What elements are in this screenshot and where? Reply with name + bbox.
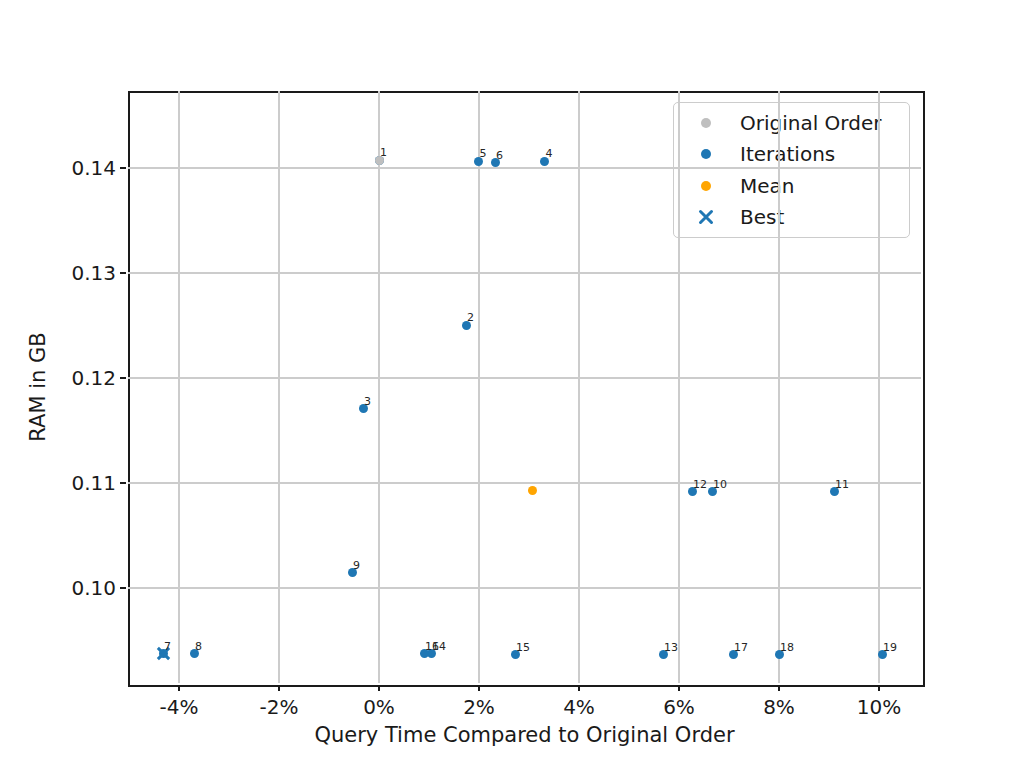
y-tick-label: 0.13 xyxy=(54,261,116,285)
x-tick-label: 0% xyxy=(339,695,419,719)
point-label-4: 4 xyxy=(546,148,553,159)
x-tick-label: 6% xyxy=(639,695,719,719)
point-label-7: 7 xyxy=(164,641,171,652)
point-label-2: 2 xyxy=(467,312,474,323)
data-point-mean xyxy=(528,486,537,495)
legend-label-iterations: Iterations xyxy=(740,142,835,166)
point-label-3: 3 xyxy=(364,396,371,407)
point-label-17: 17 xyxy=(734,642,748,653)
point-label-18: 18 xyxy=(780,642,794,653)
x-tick-label: -4% xyxy=(139,695,219,719)
x-tick-label: 10% xyxy=(839,695,919,719)
point-label-19: 19 xyxy=(883,642,897,653)
x-tick-mark xyxy=(378,685,380,691)
y-axis-label: RAM in GB xyxy=(26,332,50,441)
point-label-9: 9 xyxy=(353,560,360,571)
x-tick-mark xyxy=(678,685,680,691)
grid-line-vertical xyxy=(678,91,680,683)
x-tick-label: 8% xyxy=(739,695,819,719)
grid-line-vertical xyxy=(278,91,280,683)
point-label-13: 13 xyxy=(664,642,678,653)
y-tick-label: 0.10 xyxy=(54,576,116,600)
x-tick-label: -2% xyxy=(239,695,319,719)
y-tick-mark xyxy=(120,587,126,589)
grid-line-vertical xyxy=(578,91,580,683)
x-tick-mark xyxy=(178,685,180,691)
x-tick-mark xyxy=(878,685,880,691)
legend: Original Order Iterations Mean Best xyxy=(673,102,910,238)
legend-entry-iterations: Iterations xyxy=(674,139,909,170)
point-label-10: 10 xyxy=(713,479,727,490)
y-tick-label: 0.14 xyxy=(54,156,116,180)
grid-line-horizontal xyxy=(128,377,921,379)
point-label-1: 1 xyxy=(380,147,387,158)
x-tick-mark xyxy=(278,685,280,691)
x-tick-mark xyxy=(578,685,580,691)
x-tick-mark xyxy=(778,685,780,691)
iterations-dot-icon xyxy=(696,149,716,159)
point-label-6: 6 xyxy=(496,150,503,161)
point-label-8: 8 xyxy=(195,641,202,652)
y-tick-label: 0.11 xyxy=(54,471,116,495)
x-tick-label: 2% xyxy=(439,695,519,719)
grid-line-horizontal xyxy=(128,587,921,589)
mean-dot-icon xyxy=(696,181,716,191)
y-tick-label: 0.12 xyxy=(54,366,116,390)
legend-label-mean: Mean xyxy=(740,174,795,198)
legend-entry-mean: Mean xyxy=(674,170,909,201)
y-tick-mark xyxy=(120,377,126,379)
point-label-12: 12 xyxy=(693,479,707,490)
grid-line-vertical xyxy=(378,91,380,683)
grid-line-horizontal xyxy=(128,482,921,484)
x-tick-label: 4% xyxy=(539,695,619,719)
point-label-5: 5 xyxy=(480,148,487,159)
y-tick-mark xyxy=(120,272,126,274)
point-label-15: 15 xyxy=(516,642,530,653)
grid-line-vertical xyxy=(878,91,880,683)
legend-entry-best: Best xyxy=(674,202,909,233)
x-axis-label: Query Time Compared to Original Order xyxy=(128,723,921,747)
original-order-dot-icon xyxy=(696,118,716,128)
point-label-16: 16 xyxy=(425,641,439,652)
best-x-marker-icon xyxy=(696,209,716,225)
grid-line-horizontal xyxy=(128,272,921,274)
grid-line-vertical xyxy=(178,91,180,683)
grid-line-horizontal xyxy=(128,167,921,169)
grid-line-vertical xyxy=(778,91,780,683)
point-label-11: 11 xyxy=(835,479,849,490)
y-tick-mark xyxy=(120,482,126,484)
y-tick-mark xyxy=(120,167,126,169)
grid-line-vertical xyxy=(478,91,480,683)
legend-label-original-order: Original Order xyxy=(740,111,881,135)
legend-entry-original-order: Original Order xyxy=(674,107,909,138)
x-tick-mark xyxy=(478,685,480,691)
figure: Query Time Compared to Original Order RA… xyxy=(0,0,1024,768)
